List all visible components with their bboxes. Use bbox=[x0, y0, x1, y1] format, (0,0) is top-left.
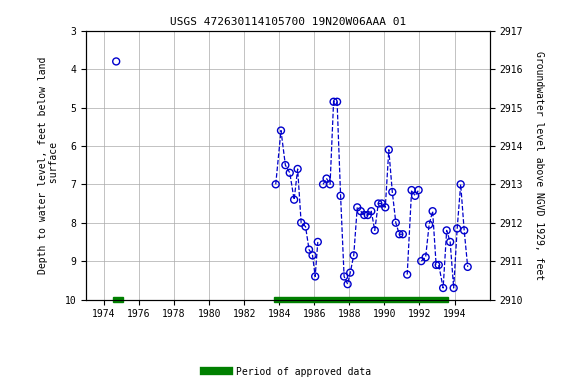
Point bbox=[301, 223, 310, 230]
Point bbox=[339, 273, 348, 280]
Point bbox=[434, 262, 444, 268]
Point bbox=[285, 170, 294, 176]
Point bbox=[112, 58, 121, 65]
Point bbox=[431, 262, 441, 268]
Point bbox=[438, 285, 448, 291]
Point bbox=[425, 222, 434, 228]
Point bbox=[384, 147, 393, 153]
Point bbox=[346, 270, 355, 276]
Point bbox=[367, 208, 376, 214]
Point bbox=[442, 227, 451, 233]
Point bbox=[305, 247, 314, 253]
Point bbox=[276, 127, 286, 134]
Point bbox=[414, 187, 423, 193]
Point bbox=[460, 227, 469, 233]
Point bbox=[463, 264, 472, 270]
Bar bbox=[274, 297, 448, 302]
Point bbox=[325, 181, 335, 187]
Point bbox=[391, 220, 400, 226]
Point bbox=[381, 204, 390, 210]
Point bbox=[271, 181, 281, 187]
Point bbox=[319, 181, 328, 187]
Point bbox=[359, 212, 369, 218]
Point bbox=[336, 193, 345, 199]
Point bbox=[281, 162, 290, 168]
Point bbox=[398, 231, 407, 237]
Point bbox=[453, 225, 462, 232]
Point bbox=[370, 227, 380, 233]
Point bbox=[411, 193, 420, 199]
Point bbox=[322, 175, 331, 182]
Point bbox=[421, 254, 430, 260]
Y-axis label: Depth to water level, feet below land
 surface: Depth to water level, feet below land su… bbox=[38, 56, 59, 274]
Point bbox=[310, 273, 320, 280]
Point bbox=[297, 220, 306, 226]
Point bbox=[407, 187, 416, 193]
Point bbox=[293, 166, 302, 172]
Point bbox=[449, 285, 458, 291]
Point bbox=[343, 281, 352, 287]
Point bbox=[446, 239, 455, 245]
Point bbox=[308, 252, 317, 258]
Point bbox=[290, 197, 299, 203]
Point bbox=[416, 258, 426, 264]
Point bbox=[456, 181, 465, 187]
Point bbox=[428, 208, 437, 214]
Bar bbox=[113, 297, 123, 302]
Point bbox=[388, 189, 397, 195]
Point bbox=[395, 231, 404, 237]
Point bbox=[363, 212, 372, 218]
Legend: Period of approved data: Period of approved data bbox=[200, 363, 376, 381]
Point bbox=[349, 252, 358, 258]
Point bbox=[377, 200, 386, 207]
Point bbox=[374, 200, 383, 207]
Point bbox=[353, 204, 362, 210]
Y-axis label: Groundwater level above NGVD 1929, feet: Groundwater level above NGVD 1929, feet bbox=[534, 51, 544, 280]
Title: USGS 472630114105700 19N20W06AAA 01: USGS 472630114105700 19N20W06AAA 01 bbox=[170, 17, 406, 27]
Point bbox=[403, 271, 412, 278]
Point bbox=[332, 99, 342, 105]
Point bbox=[329, 99, 338, 105]
Point bbox=[356, 208, 365, 214]
Point bbox=[313, 239, 323, 245]
